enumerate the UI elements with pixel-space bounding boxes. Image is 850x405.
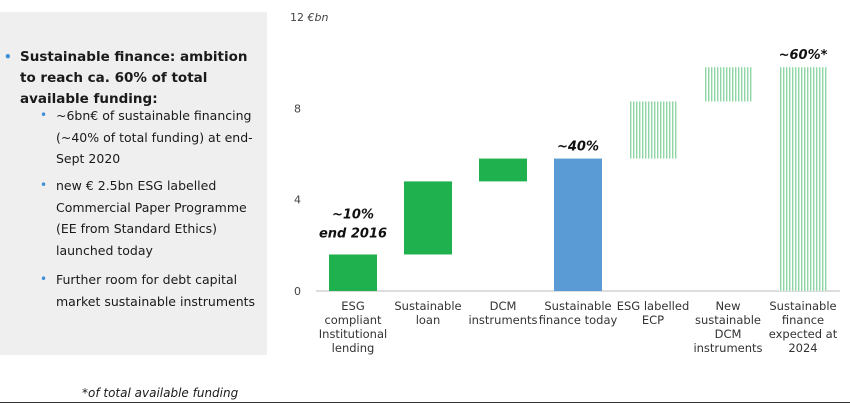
- x-category-label: Sustainable finance today: [539, 299, 618, 327]
- sub-bullet-2: • new € 2.5bn ESG labelled Commercial Pa…: [40, 175, 257, 261]
- bar-4: [554, 158, 602, 291]
- sub-bullet-text: ~6bn€ of sustainable financing (~40% of …: [56, 108, 253, 166]
- x-category-label: DCM instruments: [468, 299, 537, 327]
- y-tick-label: 0: [294, 285, 301, 298]
- bottom-divider: [0, 402, 850, 403]
- waterfall-chart: 0 4 8 12 €bn ESG compliant Institutional lendin…: [290, 11, 840, 355]
- footnote: *of total available funding: [82, 386, 239, 400]
- y-tick-label: 12 €bn: [290, 11, 328, 24]
- bullet-dot-icon: •: [40, 178, 48, 192]
- bar-annotation-label: ~60%*: [779, 48, 828, 63]
- bar-3: [479, 158, 527, 182]
- bar-6: [704, 67, 752, 102]
- sub-bullet-text: Further room for debt capital market sus…: [56, 272, 256, 309]
- bar-2: [404, 181, 452, 255]
- bar-5: [629, 101, 677, 159]
- bar-annotation-label: ~40%: [557, 140, 599, 155]
- y-tick-label: 8: [294, 102, 301, 115]
- bar-annotation-label: ~10% end 2016: [319, 207, 387, 241]
- x-category-label: ESG compliant Institutional lending: [319, 299, 387, 355]
- x-category-label: ESG labelled ECP: [617, 299, 690, 327]
- bullet-dot-icon: •: [40, 108, 48, 122]
- main-bullet-text: Sustainable finance: ambition to reach c…: [20, 49, 248, 107]
- sub-bullet-1: • ~6bn€ of sustainable financing (~40% o…: [40, 105, 257, 170]
- sub-bullet-text: new € 2.5bn ESG labelled Commercial Pape…: [56, 178, 247, 258]
- y-tick-label: 4: [294, 194, 301, 207]
- bar-1: [329, 254, 377, 291]
- x-category-label: Sustainable loan: [394, 299, 461, 327]
- x-category-label: Sustainable finance expected at 2024: [769, 299, 838, 355]
- bullet-dot-icon: •: [40, 272, 48, 286]
- bar-7: [779, 67, 827, 291]
- y-unit-label: €bn: [307, 11, 329, 24]
- summary-panel: • Sustainable finance: ambition to reach…: [0, 12, 267, 355]
- sub-bullet-3: • Further room for debt capital market s…: [40, 269, 257, 312]
- bullet-dot-icon: •: [4, 50, 12, 64]
- x-category-label: New sustainable DCM instruments: [693, 299, 762, 355]
- main-bullet: • Sustainable finance: ambition to reach…: [4, 47, 256, 110]
